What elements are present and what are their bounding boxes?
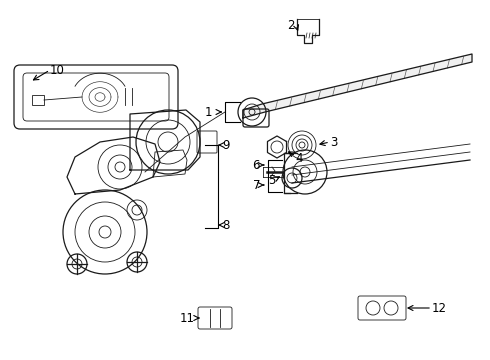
Text: 1: 1: [204, 105, 212, 118]
Text: 10: 10: [50, 63, 65, 77]
Text: 12: 12: [432, 302, 447, 315]
Text: 9: 9: [222, 139, 229, 152]
Text: 5: 5: [268, 174, 275, 186]
Text: 3: 3: [330, 135, 338, 149]
Bar: [32, 95, 44, 105]
Text: 4: 4: [295, 152, 302, 165]
Text: 7: 7: [252, 179, 260, 192]
Polygon shape: [243, 54, 472, 118]
Text: 11: 11: [180, 311, 195, 324]
Text: 8: 8: [222, 219, 229, 231]
Text: 2: 2: [288, 18, 295, 32]
Text: 6: 6: [252, 158, 260, 171]
